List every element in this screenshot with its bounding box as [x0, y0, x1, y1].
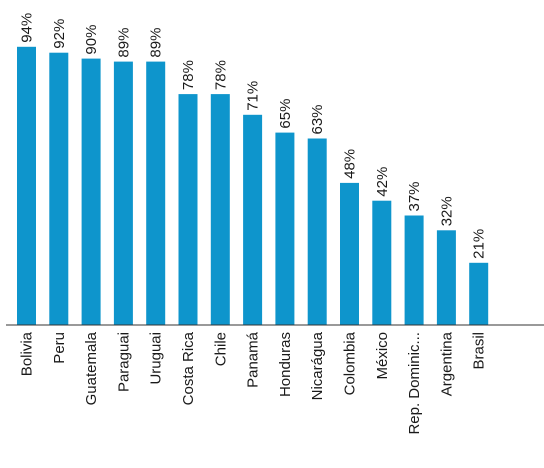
bar-value-label: 94% [19, 13, 36, 43]
category-label: Bolivia [19, 331, 36, 376]
bar [404, 215, 424, 325]
bar [469, 262, 489, 325]
bar-value-label: 92% [51, 19, 68, 49]
bar-value-label: 21% [471, 229, 488, 259]
bar-value-label: 42% [374, 167, 391, 197]
bar [307, 138, 327, 325]
category-label: Guatemala [83, 331, 100, 405]
bar [178, 94, 198, 325]
bar-value-label: 65% [277, 99, 294, 129]
bar [81, 58, 101, 325]
value-labels-group: 94% 92% 90% 89% 89% 78% 78% 71% 65% 63% 48% 42% 37% 3… [19, 13, 488, 259]
bar-value-label: 48% [342, 149, 359, 179]
bar-value-label: 90% [83, 25, 100, 55]
bar [210, 94, 230, 325]
category-label: Argentina [438, 331, 455, 396]
bar [146, 61, 166, 325]
category-label: Uruguai [148, 332, 165, 385]
category-label: Panamá [245, 331, 262, 388]
bar [17, 46, 36, 326]
category-label: Chile [212, 332, 229, 366]
bar [372, 200, 392, 325]
bar-value-label: 78% [212, 60, 229, 90]
category-label: Paraguai [115, 332, 132, 392]
bar-value-label: 89% [115, 28, 132, 58]
bar [243, 114, 263, 325]
bar-value-label: 71% [245, 81, 262, 111]
category-label: Brasil [471, 332, 488, 370]
category-label: Rep. Dominic... [406, 332, 423, 435]
category-label: Peru [51, 332, 68, 364]
bar [275, 132, 295, 325]
category-label: Colombia [342, 331, 359, 395]
bar-value-label: 37% [406, 181, 423, 211]
bar [49, 52, 69, 325]
category-labels-group: Bolivia Peru Guatemala Paraguai Uruguai Costa… [19, 331, 488, 434]
category-label: México [374, 332, 391, 380]
bar [340, 182, 359, 325]
bar-value-label: 32% [438, 196, 455, 226]
category-label: Nicarágua [309, 331, 326, 400]
bar [436, 230, 456, 325]
bar-value-label: 63% [309, 104, 326, 134]
bars-group [17, 46, 489, 326]
category-label: Costa Rica [180, 331, 197, 405]
bar-value-label: 78% [180, 60, 197, 90]
bar-value-label: 89% [148, 28, 165, 58]
category-label: Honduras [277, 332, 294, 397]
bar [113, 61, 133, 325]
